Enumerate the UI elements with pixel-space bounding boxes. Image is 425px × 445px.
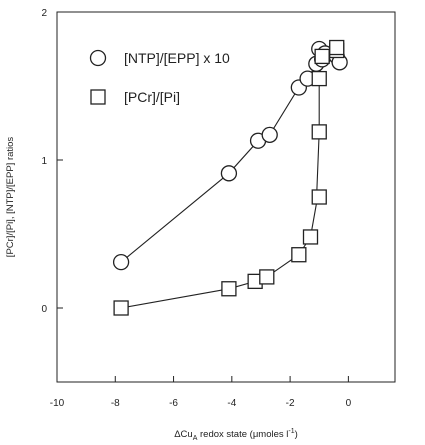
x-tick-label: 0 <box>346 398 352 409</box>
plot-frame <box>56 11 396 383</box>
pcr-pi-point <box>113 300 129 316</box>
pcr-pi-point <box>311 70 327 87</box>
ntp-epp-point <box>112 253 130 271</box>
pcr-pi-point <box>314 48 330 65</box>
ntp-epp-point <box>261 126 278 143</box>
pcr-pi-point <box>291 247 307 263</box>
legend: [NTP]/[EPP] x 10 [PCr]/[Pi] <box>89 49 230 105</box>
pcr-pi-point <box>311 189 327 205</box>
y-tick-label: 2 <box>41 8 47 19</box>
x-tick-label: -4 <box>227 398 236 409</box>
pcr-pi-point <box>259 269 275 285</box>
x-tick-label: -8 <box>111 398 120 409</box>
x-axis-title: ΔCuA redox state (μmoles l-1) <box>174 428 298 442</box>
legend-label-ntp-epp: [NTP]/[EPP] x 10 <box>124 50 230 66</box>
x-tick-label: -10 <box>50 398 65 409</box>
y-tick-label: 0 <box>41 304 47 315</box>
y-axis-title: [PCr]/[Pi], [NTP]/[EPP] ratios <box>5 137 16 258</box>
x-tick-label: -6 <box>169 398 178 409</box>
ntp-epp-point <box>220 165 238 182</box>
y-tick-label: 1 <box>41 156 47 167</box>
legend-square-marker <box>90 89 106 105</box>
pcr-pi-point <box>302 229 319 245</box>
legend-label-pcr-pi: [PCr]/[Pi] <box>124 89 180 105</box>
pcr-pi-point <box>329 39 345 56</box>
pcr-pi-point <box>311 124 327 140</box>
x-tick-label: -2 <box>286 398 295 409</box>
pcr-pi-point <box>221 281 237 297</box>
legend-circle-marker <box>89 49 107 67</box>
